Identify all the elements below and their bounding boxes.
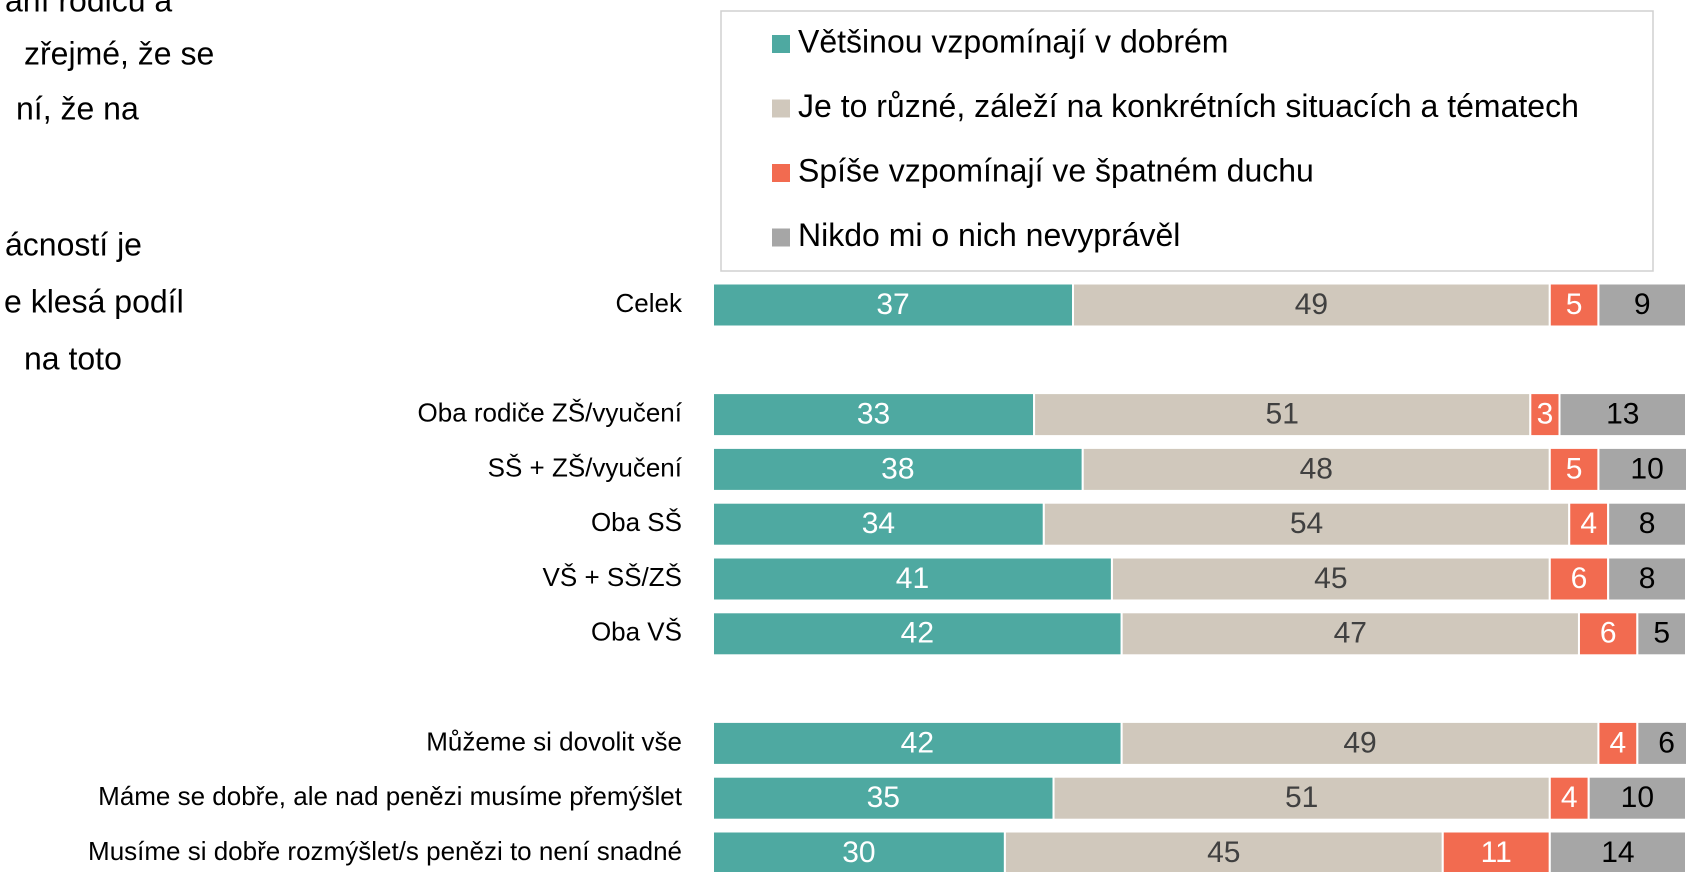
- value-label: 8: [1639, 562, 1656, 595]
- category-label: Celek: [616, 288, 683, 318]
- value-label: 45: [1207, 836, 1240, 869]
- bar-segment: [712, 556, 1113, 602]
- bar-segment: [712, 611, 1123, 657]
- category-label: Oba SŠ: [591, 507, 682, 537]
- bar-segment: [1597, 720, 1639, 766]
- bar-segment: [712, 775, 1055, 821]
- bar-segment: [1081, 446, 1551, 492]
- value-label: 47: [1334, 617, 1367, 650]
- value-label: 37: [876, 288, 909, 321]
- bar-segment: [712, 830, 1006, 872]
- value-label: 14: [1601, 836, 1634, 869]
- category-label: Oba VŠ: [591, 617, 682, 647]
- value-label: 51: [1266, 398, 1299, 431]
- bar-segment: [1636, 720, 1686, 766]
- value-label: 5: [1566, 452, 1583, 485]
- legend-label: Většinou vzpomínají v dobrém: [798, 23, 1228, 59]
- value-label: 6: [1658, 726, 1675, 759]
- value-label: 30: [842, 836, 875, 869]
- paragraph-line: ání rodičů a: [5, 0, 172, 18]
- legend-label: Spíše vzpomínají ve špatném duchu: [798, 152, 1314, 188]
- value-label: 41: [896, 562, 929, 595]
- value-label: 35: [867, 781, 900, 814]
- category-label: VŠ + SŠ/ZŠ: [543, 562, 682, 592]
- bar-segment: [1636, 611, 1686, 657]
- bar-segment: [1587, 775, 1686, 821]
- legend-swatch: [772, 99, 790, 118]
- paragraph-line: e klesá podíl: [4, 283, 184, 319]
- value-label: 6: [1600, 617, 1617, 650]
- bar-segment: [1548, 556, 1610, 602]
- bar-segment: [1568, 501, 1610, 547]
- value-label: 49: [1343, 726, 1376, 759]
- value-label: 10: [1630, 452, 1663, 485]
- value-label: 38: [881, 452, 914, 485]
- bar-segment: [1607, 556, 1686, 602]
- value-label: 4: [1561, 781, 1578, 814]
- legend-label: Je to různé, záleží na konkrétních situa…: [798, 88, 1579, 124]
- category-label: Oba rodiče ZŠ/vyučení: [418, 397, 683, 427]
- value-label: 8: [1639, 507, 1656, 540]
- bar-segment: [1597, 282, 1686, 328]
- bar-segment: [1548, 775, 1590, 821]
- bar-segment: [1120, 611, 1580, 657]
- bar-segment: [1120, 720, 1600, 766]
- value-label: 54: [1290, 507, 1323, 540]
- bar-segment: [1597, 446, 1686, 492]
- bar-segment: [1577, 611, 1639, 657]
- legend-swatch: [772, 35, 790, 53]
- legend-swatch: [772, 228, 790, 247]
- paragraph-line: zřejmé, že se: [24, 35, 214, 71]
- paragraph-line: ácností je: [5, 226, 142, 262]
- value-label: 48: [1300, 452, 1333, 485]
- paragraph-line: ní, že na: [16, 90, 139, 126]
- category-label: SŠ + ZŠ/vyučení: [488, 452, 683, 482]
- bar-segment: [1072, 282, 1551, 328]
- bar-segment: [712, 720, 1123, 766]
- category-label: Máme se dobře, ale nad penězi musíme pře…: [98, 781, 683, 811]
- bar-segment: [1558, 392, 1686, 438]
- value-label: 11: [1481, 836, 1512, 869]
- value-label: 6: [1571, 562, 1588, 595]
- value-label: 42: [901, 617, 934, 650]
- legend-box: [720, 10, 1654, 272]
- bar-segment: [1033, 392, 1532, 438]
- value-label: 5: [1653, 617, 1670, 650]
- category-label: Můžeme si dovolit vše: [426, 726, 682, 756]
- legend-swatch: [772, 164, 790, 182]
- category-label: Musíme si dobře rozmýšlet/s penězi to ne…: [88, 836, 682, 866]
- bar-segment: [712, 446, 1084, 492]
- bar-segment: [712, 282, 1075, 328]
- value-label: 51: [1285, 781, 1318, 814]
- bar-segment: [1548, 830, 1686, 872]
- value-label: 4: [1610, 726, 1627, 759]
- value-label: 9: [1634, 288, 1651, 321]
- value-label: 45: [1314, 562, 1347, 595]
- value-label: 10: [1621, 781, 1654, 814]
- value-label: 4: [1580, 507, 1597, 540]
- value-label: 13: [1606, 398, 1639, 431]
- value-label: 33: [857, 398, 890, 431]
- value-label: 34: [862, 507, 895, 540]
- bar-segment: [1110, 556, 1551, 602]
- value-label: 3: [1537, 398, 1554, 431]
- value-label: 42: [901, 726, 934, 759]
- legend-label: Nikdo mi o nich nevyprávěl: [798, 217, 1180, 253]
- paragraph-line: na toto: [24, 340, 122, 376]
- value-label: 5: [1566, 288, 1583, 321]
- bar-segment: [1607, 501, 1686, 547]
- value-label: 49: [1295, 288, 1328, 321]
- bar-segment: [712, 501, 1045, 547]
